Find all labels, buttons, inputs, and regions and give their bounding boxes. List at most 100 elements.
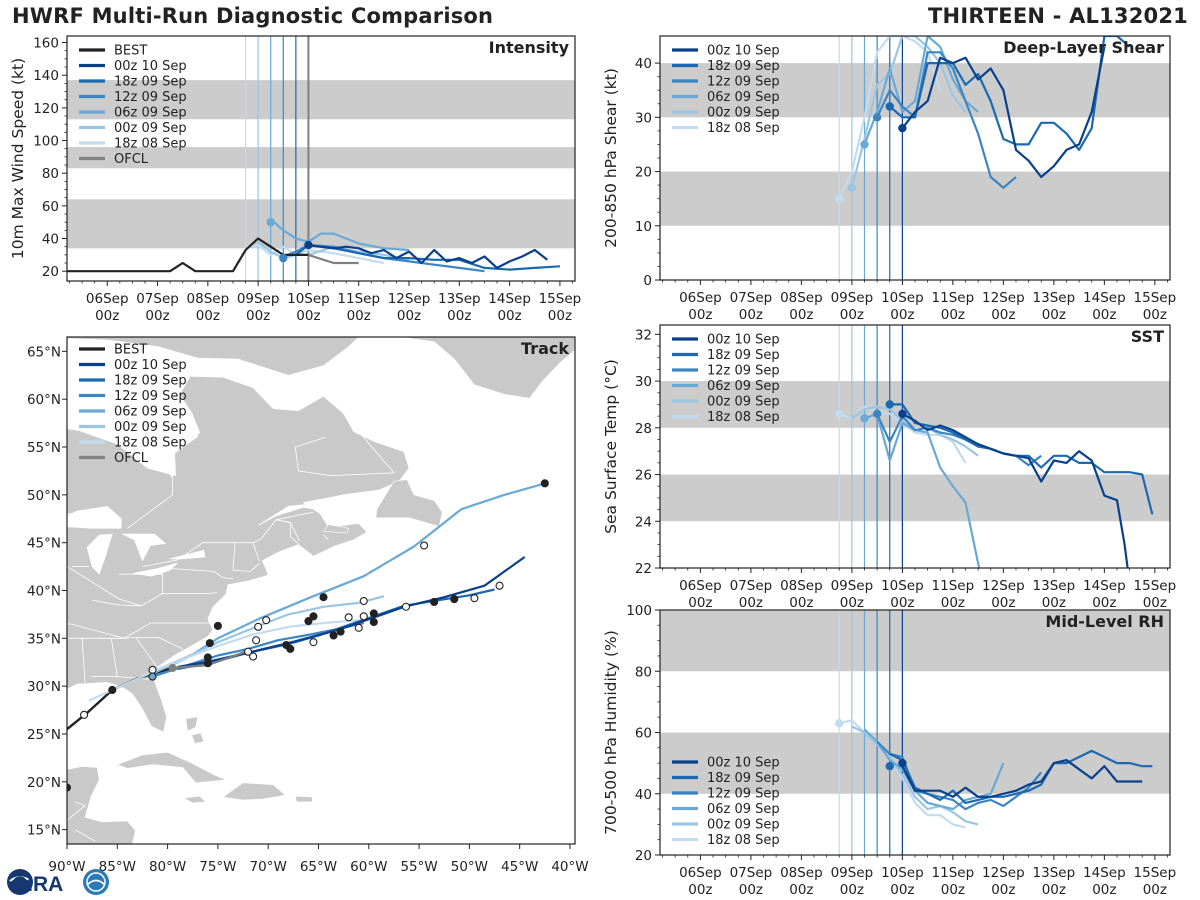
map-border <box>81 638 86 684</box>
intensity-xtick-label: 00z <box>347 308 371 324</box>
track-lon-label: 60°W <box>350 859 387 875</box>
shear-xtick-label: 08Sep <box>780 290 823 306</box>
shear-xtick-label: 00z <box>941 307 965 323</box>
shear-ytick-label: 20 <box>635 165 652 181</box>
rh-xtick-label: 08Sep <box>780 865 823 881</box>
puerto-rico-land <box>294 795 313 803</box>
track-legend-label: 00z 09 Sep <box>114 420 187 435</box>
track-panel: 15°N 20°N 25°N 30°N 35°N 40°N 45°N 50°N 55°N 60°N… <box>27 336 589 875</box>
rh-xtick-label: 06Sep <box>679 865 722 881</box>
rh-marker <box>898 758 907 768</box>
shear-xtick-label: 00z <box>991 307 1015 323</box>
intensity-ytick-label: 20 <box>42 264 59 280</box>
shear-title: Deep-Layer Shear <box>1003 38 1164 57</box>
shear-xtick-label: 00z <box>890 307 914 323</box>
sst-ytick-label: 22 <box>635 561 652 577</box>
map-border <box>142 519 299 567</box>
sst-legend-label: 18z 08 Sep <box>707 410 780 425</box>
sst-legend-label: 18z 09 Sep <box>707 348 780 363</box>
shear-xtick-label: 10Sep <box>881 290 924 306</box>
shear-xtick-label: 15Sep <box>1134 290 1177 306</box>
sst-series-group <box>835 400 1154 568</box>
rh-ylabel: 700-500 hPa Humidity (%) <box>602 630 620 835</box>
track-position-marker <box>359 612 368 621</box>
central-america-land <box>67 766 136 844</box>
track-position-marker <box>319 593 328 602</box>
intensity-marker <box>304 240 313 250</box>
track-title: Track <box>521 339 569 358</box>
shear-series-line <box>889 36 1131 151</box>
intensity-ytick-label: 80 <box>42 166 59 182</box>
sst-xtick-label: 00z <box>1042 595 1066 611</box>
map-border <box>162 571 217 594</box>
rh-xtick-label: 00z <box>1143 882 1167 898</box>
sst-panel: 22242628303206Sep00z07Sep00z08Sep00z09Se… <box>602 324 1176 611</box>
track-lat-label: 65°N <box>27 344 61 360</box>
rh-xtick-label: 00z <box>1042 882 1066 898</box>
intensity-xtick-label: 10Sep <box>287 291 330 307</box>
track-lat-label: 30°N <box>27 679 61 695</box>
intensity-xtick-label: 00z <box>196 308 220 324</box>
rh-legend-label: 18z 08 Sep <box>707 833 780 848</box>
intensity-xtick-label: 00z <box>447 308 471 324</box>
shear-ytick-label: 40 <box>635 56 652 72</box>
sst-legend-label: 00z 09 Sep <box>707 395 780 410</box>
shear-xtick-label: 00z <box>1092 307 1116 323</box>
shear-xtick-label: 00z <box>688 307 712 323</box>
rh-xtick-label: 11Sep <box>932 865 975 881</box>
rh-xtick-label: 00z <box>941 882 965 898</box>
track-position-marker <box>67 783 72 792</box>
rh-series-line <box>889 749 1153 805</box>
intensity-ytick-label: 160 <box>33 36 59 52</box>
intensity-series-line <box>308 244 548 269</box>
sst-marker <box>835 409 844 418</box>
track-position-marker <box>430 597 439 607</box>
sst-xtick-label: 00z <box>890 595 914 611</box>
intensity-ytick-label: 60 <box>42 199 59 215</box>
intensity-legend-label: 18z 08 Sep <box>114 137 187 152</box>
shear-xtick-label: 00z <box>739 307 763 323</box>
map-border <box>117 676 153 680</box>
intensity-ytick-label: 140 <box>33 68 59 84</box>
shear-legend-label: 00z 10 Sep <box>707 44 780 59</box>
track-lat-label: 35°N <box>27 631 61 647</box>
intensity-band <box>67 147 575 169</box>
baffin-land <box>67 337 360 376</box>
shear-panel: 01020304006Sep00z07Sep00z08Sep00z09Sep00… <box>602 35 1177 323</box>
intensity-marker <box>279 253 288 263</box>
rh-legend-label: 00z 09 Sep <box>707 818 780 833</box>
rh-ytick-label: 60 <box>635 726 652 742</box>
track-lat-label: 25°N <box>27 727 61 743</box>
track-position-marker <box>336 627 345 636</box>
track-position-marker <box>495 581 504 590</box>
map-border <box>92 599 142 607</box>
sst-marker <box>872 409 882 418</box>
shear-legend-label: 18z 09 Sep <box>707 59 780 74</box>
track-legend-label: 06z 09 Sep <box>114 405 187 420</box>
track-legend-label: 12z 09 Sep <box>114 389 187 404</box>
shear-band <box>660 63 1170 118</box>
map-border <box>276 511 314 541</box>
shear-xtick-label: 14Sep <box>1083 290 1126 306</box>
rh-xtick-label: 00z <box>1092 882 1116 898</box>
track-position-marker <box>205 639 214 648</box>
pei-land <box>322 524 350 534</box>
track-lat-label: 60°N <box>27 392 61 408</box>
rh-series-group <box>835 719 1153 829</box>
intensity-legend-label: 18z 09 Sep <box>114 75 187 90</box>
sst-series-line <box>864 412 981 568</box>
track-position-marker <box>286 644 295 653</box>
bahamas-land <box>185 716 199 732</box>
newfoundland-land <box>375 479 443 527</box>
sst-xtick-label: 11Sep <box>932 578 975 594</box>
sst-xtick-label: 08Sep <box>780 578 823 594</box>
intensity-series-line <box>308 253 359 265</box>
sst-marker <box>898 409 907 418</box>
track-position-marker <box>148 672 157 681</box>
track-position-marker <box>254 622 263 631</box>
lake-michigan <box>86 533 113 575</box>
intensity-band <box>67 80 575 120</box>
track-position-marker <box>329 631 338 640</box>
rh-xtick-label: 00z <box>789 882 813 898</box>
sst-band <box>660 474 1170 522</box>
